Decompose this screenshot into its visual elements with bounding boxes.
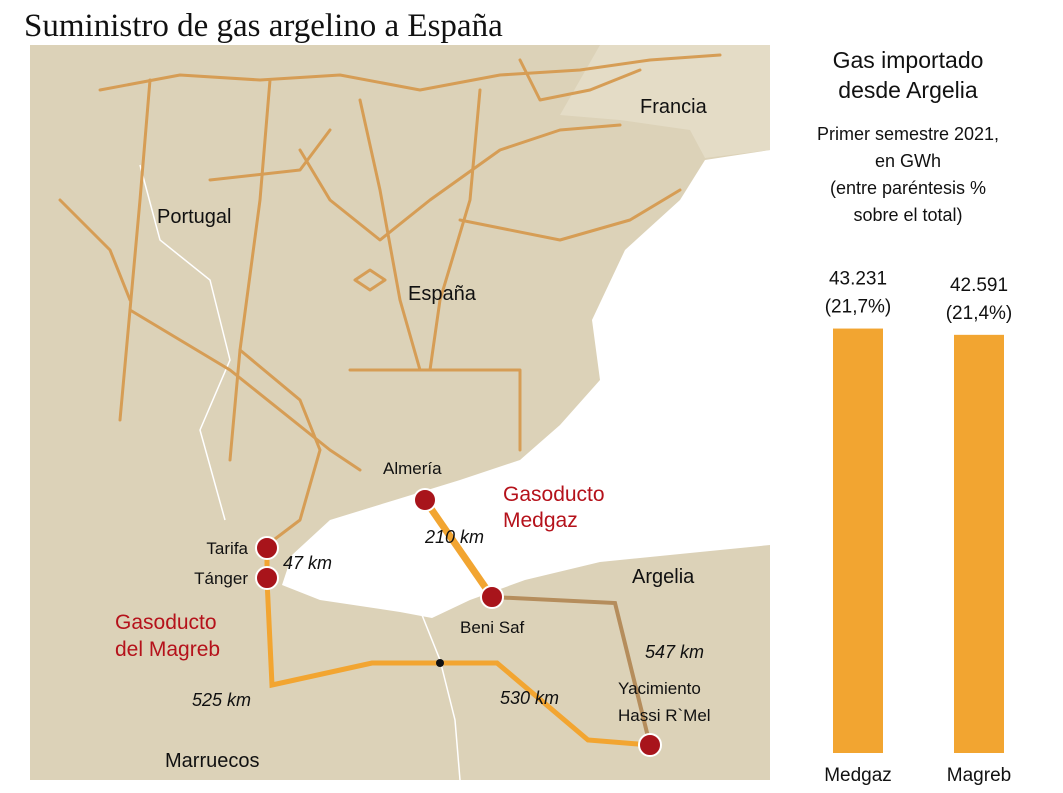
place-label: Tánger [194,569,248,588]
place-label: Beni Saf [460,618,525,637]
category-label: Medgaz [824,765,892,786]
distance-label: 525 km [192,690,251,710]
country-label: Francia [640,96,708,118]
junction [436,659,444,667]
chart-title: desde Argelia [838,77,978,103]
site [480,585,504,609]
value-label: 42.591 [950,275,1008,296]
place-label: Almería [383,459,442,478]
chart-subtitle: en GWh [875,151,941,171]
france-land [560,45,770,158]
distance-label: 47 km [283,553,332,573]
country-label: Portugal [157,206,232,228]
pipeline-label: Medgaz [503,509,578,532]
medgaz-pipeline [422,498,495,599]
gas-network [58,53,722,547]
title: Suministro de gas argelino a España [24,8,503,44]
country-label: Argelia [632,566,695,588]
chart-subtitle: sobre el total) [853,205,962,225]
pipeline-label: Gasoducto [115,611,217,634]
beni-saf-pipeline [491,595,652,746]
pipeline-label: Gasoducto [503,483,605,506]
border [419,609,461,781]
bar [833,328,883,753]
distance-label: 210 km [424,527,484,547]
distance-label: 530 km [500,688,559,708]
chart-title: Gas importado [833,47,984,73]
site [638,733,662,757]
share-label: (21,4%) [946,303,1013,324]
site [255,536,279,560]
chart-subtitle: Primer semestre 2021, [817,124,999,144]
place-label: Tarifa [206,539,248,558]
bar-chart: Gas importado desde Argelia Primer semestr… [817,47,1012,786]
category-label: Magreb [947,765,1011,786]
chart-subtitle: (entre paréntesis % [830,178,986,198]
site [413,488,437,512]
map: Francia Portugal España Argelia Marrueco… [30,45,770,781]
value-label: 43.231 [829,269,887,290]
place-label: Hassi R`Mel [618,706,711,725]
distance-label: 547 km [645,642,704,662]
site [255,566,279,590]
sea [282,45,770,618]
country-label: España [408,283,477,305]
share-label: (21,7%) [825,297,892,318]
place-label: Yacimiento [618,679,701,698]
pipeline-label: del Magreb [115,638,220,661]
bar [954,334,1004,753]
sites [255,488,662,757]
country-label: Marruecos [165,750,259,772]
border [139,164,231,521]
